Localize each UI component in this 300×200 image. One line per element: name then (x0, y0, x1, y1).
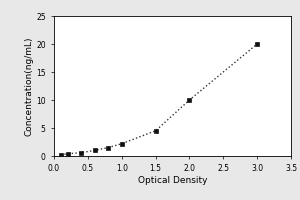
Y-axis label: Concentration(ng/mL): Concentration(ng/mL) (24, 36, 33, 136)
X-axis label: Optical Density: Optical Density (138, 176, 207, 185)
